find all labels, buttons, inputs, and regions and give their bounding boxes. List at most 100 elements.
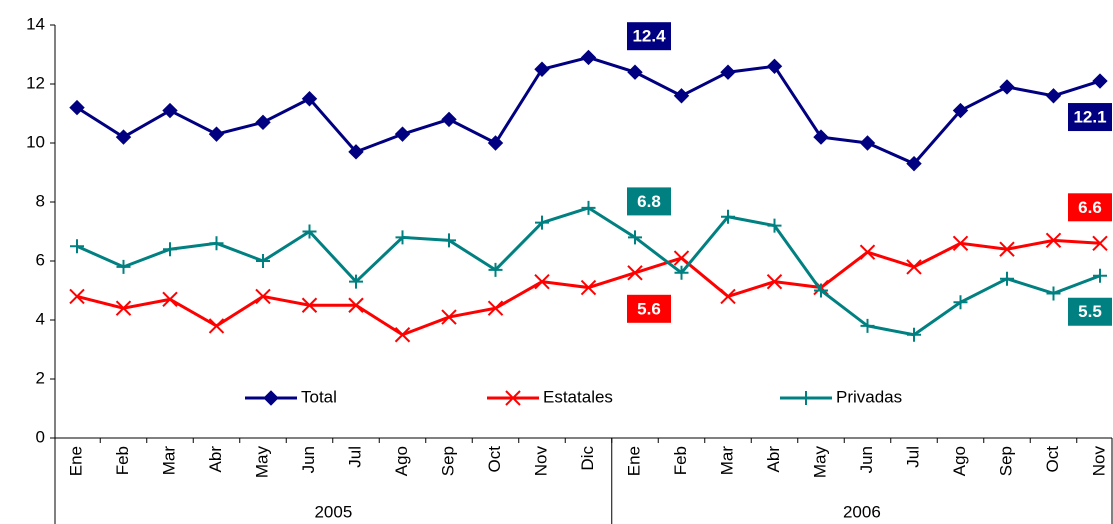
x-tick-label: Sep	[438, 446, 457, 476]
x-tick-label: Mar	[717, 446, 736, 476]
x-tick-label: Jun	[299, 446, 318, 473]
point	[907, 327, 921, 342]
point	[209, 236, 224, 251]
point	[302, 224, 317, 239]
point	[814, 283, 828, 298]
legend-label: Estatales	[543, 387, 613, 406]
point	[906, 259, 922, 275]
x-tick-label: Nov	[1089, 446, 1108, 477]
point	[580, 279, 597, 296]
point	[394, 126, 411, 142]
x-tick-label: May	[252, 446, 271, 479]
point	[952, 102, 969, 119]
x-tick-label: Feb	[671, 446, 690, 475]
point	[581, 200, 596, 215]
x-tick-label: Feb	[113, 446, 132, 475]
series-line	[76, 55, 1101, 166]
x-tick-label: Jul	[345, 446, 364, 468]
data-label-box	[1068, 103, 1112, 132]
point	[1045, 88, 1062, 104]
data-label-box	[1068, 297, 1112, 326]
point	[674, 265, 689, 280]
point	[721, 209, 735, 224]
legend-label: Privadas	[836, 387, 902, 406]
y-tick-label: 0	[36, 427, 45, 446]
point	[534, 273, 550, 290]
point	[535, 215, 549, 230]
y-tick-label: 10	[26, 132, 45, 151]
point	[906, 155, 922, 172]
y-tick-label: 8	[36, 191, 45, 210]
point	[441, 111, 457, 128]
data-label-box	[1068, 193, 1112, 222]
point	[673, 250, 690, 266]
x-tick-label: Jul	[903, 446, 922, 468]
point	[349, 274, 363, 289]
point	[256, 254, 270, 268]
data-label-box	[627, 22, 671, 51]
point	[1092, 73, 1108, 89]
y-tick-label: 6	[36, 250, 45, 269]
point	[208, 318, 225, 334]
point	[1046, 286, 1061, 301]
point	[255, 288, 271, 305]
point	[953, 295, 968, 310]
point	[580, 49, 597, 66]
point	[70, 239, 84, 254]
x-tick-label: Oct	[1043, 446, 1062, 473]
point	[813, 129, 829, 145]
point	[766, 58, 783, 75]
point	[487, 300, 504, 316]
legend-marker	[505, 390, 521, 406]
point	[163, 242, 177, 257]
y-tick-label: 14	[26, 14, 45, 33]
x-tick-label: Ene	[66, 446, 85, 476]
legend-marker	[263, 390, 279, 406]
data-label-box	[627, 187, 671, 216]
point	[301, 91, 318, 107]
x-tick-label: Ago	[392, 446, 411, 476]
point	[999, 79, 1015, 95]
point	[441, 309, 457, 325]
point	[394, 327, 411, 343]
data-label: 6.8	[637, 192, 661, 211]
x-tick-label: Ene	[624, 446, 643, 476]
legend-label: Total	[301, 387, 337, 406]
point	[859, 244, 876, 260]
point	[115, 300, 132, 316]
point	[1093, 268, 1107, 283]
x-tick-label: Dic	[578, 446, 597, 471]
point	[1045, 232, 1062, 249]
point	[348, 144, 364, 160]
x-tick-label: Nov	[531, 446, 550, 477]
data-label: 12.4	[632, 27, 666, 46]
point	[627, 265, 643, 281]
point	[116, 259, 131, 274]
y-tick-label: 4	[36, 309, 45, 328]
point	[301, 297, 318, 313]
point	[1092, 235, 1108, 252]
point	[162, 291, 178, 308]
y-tick-label: 2	[36, 368, 45, 387]
point	[255, 114, 271, 131]
point	[69, 99, 85, 116]
point	[1000, 271, 1014, 286]
point	[673, 88, 690, 104]
x-tick-label: Abr	[206, 446, 225, 473]
data-label: 5.6	[637, 299, 661, 318]
point	[69, 288, 85, 305]
point	[627, 64, 643, 80]
point	[162, 102, 178, 119]
y-tick-label: 12	[26, 73, 45, 92]
legend-marker	[799, 391, 813, 405]
point	[952, 235, 969, 252]
point	[859, 135, 876, 151]
point	[487, 135, 504, 151]
x-tick-label: Jun	[857, 446, 876, 473]
point	[208, 126, 225, 142]
data-label-box	[627, 294, 671, 323]
point	[766, 273, 783, 290]
point	[999, 241, 1015, 257]
data-label: 5.5	[1078, 302, 1102, 321]
